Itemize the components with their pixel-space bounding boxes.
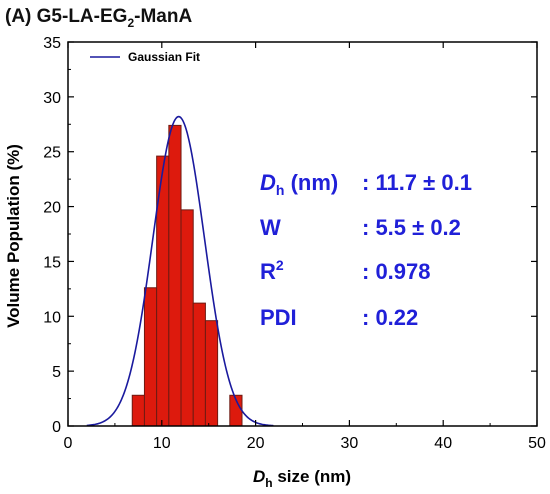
y-tick-label-10: 10 — [43, 309, 61, 326]
stat-pdi-label: PDI — [260, 305, 297, 330]
y-tick-label-30: 30 — [43, 90, 61, 107]
y-tick-label-35: 35 — [43, 35, 61, 52]
stat-dh-label: Dh (nm) — [260, 170, 338, 198]
histogram-bar-5 — [192, 302, 206, 427]
chart-title-prefix: (A) G5-LA-EG — [5, 6, 127, 27]
chart-title: (A) G5-LA-EG2-ManA — [5, 6, 192, 30]
histogram-bar-3 — [168, 124, 182, 427]
legend: Gaussian Fit — [90, 50, 200, 64]
gaussian-fit-curve — [86, 115, 274, 427]
histogram-bar-1 — [143, 287, 158, 427]
stat-r2-value: : 0.978 — [362, 259, 431, 284]
bars-group — [131, 124, 243, 427]
x-tick-label-50: 50 — [528, 435, 546, 452]
axis-tick-labels: 0 10 20 30 40 50 0 5 10 15 20 25 30 35 — [43, 35, 546, 452]
stat-w-value: : 5.5 ± 0.2 — [362, 215, 461, 240]
x-tick-label-20: 20 — [247, 435, 265, 452]
x-tick-label-10: 10 — [153, 435, 171, 452]
x-axis-label-main: D — [253, 467, 265, 486]
fit-statistics: Dh (nm) : 11.7 ± 0.1 W : 5.5 ± 0.2 R2 : … — [260, 170, 472, 330]
y-tick-label-25: 25 — [43, 145, 61, 162]
x-axis-label-sub: h — [265, 476, 272, 490]
histogram-bar-4 — [180, 209, 194, 427]
stat-w-label: W — [260, 215, 281, 240]
y-tick-label-15: 15 — [43, 254, 61, 271]
y-axis-label: Volume Population (%) — [4, 144, 23, 328]
stat-r2-label: R2 — [260, 257, 284, 284]
histogram-bar-6 — [204, 320, 219, 427]
chart-title-sub: 2 — [127, 16, 134, 30]
histogram-bar-0 — [131, 394, 145, 427]
x-tick-label-0: 0 — [64, 435, 73, 452]
x-axis-label-rest: size (nm) — [273, 467, 351, 486]
stat-dh-value: : 11.7 ± 0.1 — [362, 170, 472, 195]
legend-label: Gaussian Fit — [128, 50, 200, 64]
y-tick-label-0: 0 — [52, 419, 61, 436]
x-axis-label: Dh size (nm) — [253, 467, 351, 490]
axis-ticks — [67, 41, 538, 427]
x-tick-label-30: 30 — [341, 435, 359, 452]
chart-title-suffix: -ManA — [134, 6, 192, 27]
plot-frame — [67, 41, 538, 427]
stat-pdi-value: : 0.22 — [362, 305, 418, 330]
x-tick-label-40: 40 — [434, 435, 452, 452]
y-tick-label-20: 20 — [43, 200, 61, 217]
y-tick-label-5: 5 — [52, 364, 61, 381]
